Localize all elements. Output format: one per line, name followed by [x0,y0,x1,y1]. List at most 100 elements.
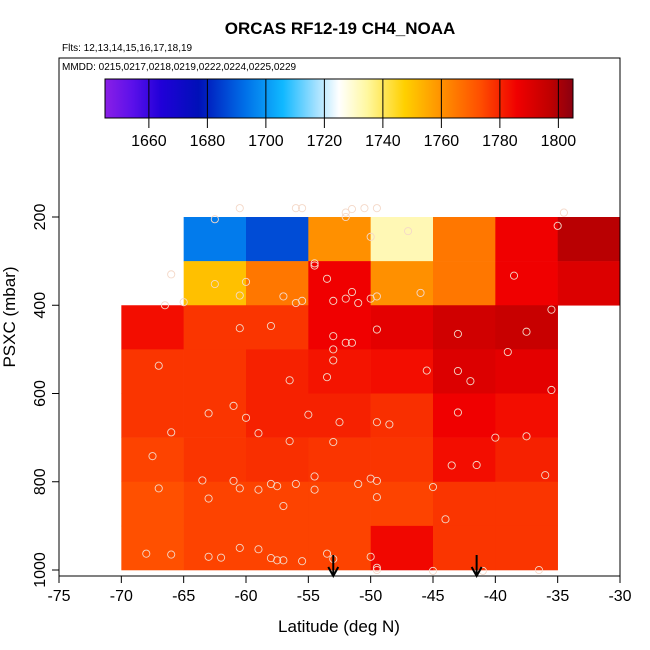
heatmap-cell [246,217,309,262]
sample-point [210,215,219,224]
sample-point [366,232,375,241]
sample-point [298,296,307,305]
sample-point [472,460,481,470]
sample-point [372,204,381,213]
sample-point [304,410,313,419]
sample-point [347,205,357,214]
colorbar-tick-label: 1660 [131,133,167,150]
sample-point [322,549,332,558]
sample-point [441,515,450,524]
heatmap-cell [308,261,371,306]
x-tick-label: -40 [484,588,507,605]
sample-point [372,418,381,427]
heatmap-cell [183,393,247,438]
heatmap-cell [246,525,309,571]
heatmap-cell [183,481,247,527]
heatmap-cell [495,393,558,438]
heatmap-cell [433,217,496,262]
colorbar-tick-label: 1740 [365,133,401,150]
sample-point [167,270,176,279]
sample-point [298,557,307,566]
sample-point [466,377,475,386]
heatmap-cell [370,305,434,350]
sample-point [167,550,176,559]
sample-point [547,305,556,314]
sample-point [204,409,213,418]
sample-point [291,479,300,489]
colorbar-tick-label: 1700 [248,133,284,150]
sample-point [235,484,244,493]
heatmap-cell [495,525,558,571]
heatmap-cell [495,349,558,394]
sample-point [279,292,288,301]
sample-point [235,204,244,213]
heatmap-cell [433,437,496,483]
sample-point [298,204,307,213]
sample-point [453,408,462,417]
sample-point [279,556,288,565]
x-tick-label: -55 [297,588,320,605]
sample-point [329,296,338,305]
heatmap-cell [370,481,434,527]
sample-point [142,549,151,558]
sample-point [160,301,170,310]
heatmap-cell [183,305,247,350]
heatmap-cell [308,217,371,262]
sample-point [428,566,438,575]
sample-point [285,437,294,446]
sample-point [347,287,357,297]
sample-point [404,227,413,236]
heatmap-cell [246,305,309,350]
x-tick-label: -75 [47,588,70,605]
y-axis: 200 400 600 800 1000 [32,204,59,588]
sample-point [310,261,319,270]
colorbar: 1660 1680 1700 1720 1740 1760 1780 1800 [104,78,577,150]
sample-point [254,429,263,438]
colorbar-tick-label: 1800 [541,133,577,150]
heatmap-cell [308,437,371,483]
x-axis-label: Latitude (deg N) [278,617,400,636]
sample-point [354,479,363,489]
y-tick-label: 200 [32,204,49,231]
sample-point [559,208,568,217]
plot-frame [58,57,621,577]
sample-point [310,485,319,494]
heatmap-cell [121,349,184,394]
heatmap-cell [433,481,496,527]
heatmap-cell [370,525,434,571]
sample-point [154,484,163,493]
sample-point [266,321,275,331]
sample-point [322,274,332,283]
sample-point [310,472,319,481]
sample-point [372,292,381,301]
heatmap-cell [370,437,434,483]
sample-point [235,291,244,300]
heatmap-cell [183,437,247,483]
heatmap-cell [557,217,621,262]
heatmap-cell [246,437,309,483]
sample-point [241,277,251,286]
sample-point [229,476,238,485]
sample-point [360,204,369,213]
sample-point [453,366,462,376]
x-tick-label: -50 [359,588,382,605]
sample-point [354,298,363,308]
sample-point [329,356,338,365]
sample-point [372,565,381,575]
heatmap-cell [433,525,496,571]
sample-point [329,437,338,447]
sample-point [329,345,338,354]
sample-point [279,501,288,511]
sample-point [547,385,556,395]
sample-point [148,452,157,461]
sample-point [204,552,213,561]
heatmap-cell [246,261,309,306]
y-axis-label: PSXC (mbar) [0,266,19,367]
heatmap-cell [495,305,558,350]
chart-title: ORCAS RF12-19 CH4_NOAA [225,19,456,38]
heatmap-cell [495,437,558,483]
heatmap-cell [183,525,247,571]
sample-point [428,482,438,492]
heatmap-cell [246,481,309,527]
x-tick-label: -30 [608,588,631,605]
